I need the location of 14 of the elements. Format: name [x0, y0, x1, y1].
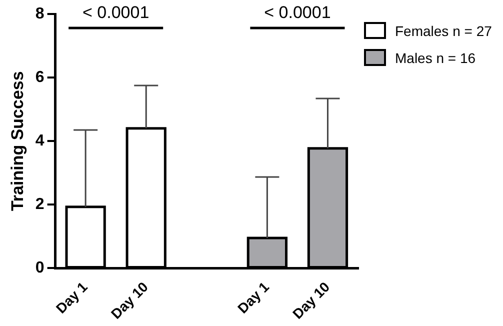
legend-label: Males n = 16: [395, 50, 476, 66]
x-tick-label: Day 10: [108, 278, 152, 322]
y-tick-label: 4: [35, 132, 44, 150]
x-tick-label: Day 1: [52, 278, 91, 316]
x-tick-label: Day 1: [234, 278, 272, 316]
text: Females n = 27: [395, 22, 492, 38]
y-tick-label: 6: [35, 68, 44, 86]
y-tick-label: 0: [35, 260, 44, 277]
annotation: < 0.0001: [264, 3, 331, 22]
y-tick-label: 8: [35, 5, 44, 22]
y-axis-title: Training Success: [8, 71, 27, 212]
x-tick-label: Day 10: [289, 278, 333, 322]
y-tick-label: 2: [35, 196, 44, 214]
annotation: < 0.0001: [82, 3, 150, 22]
